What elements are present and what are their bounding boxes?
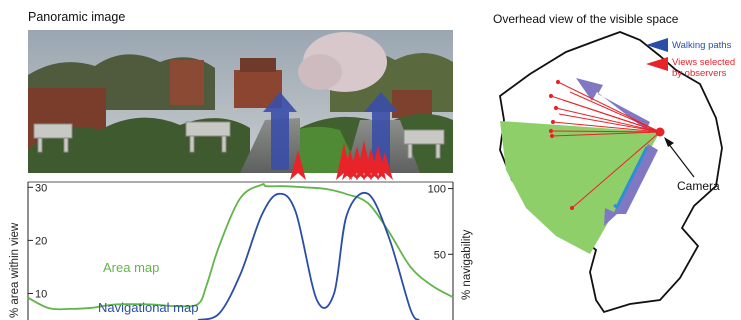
legend-views-label-line2: by observers [672, 68, 727, 79]
right-tick-label-50: 50 [434, 249, 446, 261]
legend-walking-paths-label: Walking paths [672, 40, 732, 51]
panorama-view-markers [290, 140, 393, 180]
walking-path-trace [613, 146, 649, 210]
overhead-legend: Walking paths Views selected by observer… [646, 38, 735, 79]
left-tick-label-20: 20 [35, 235, 47, 247]
camera-pointer [667, 142, 695, 178]
visible-area-fan [500, 121, 660, 254]
panorama-title: Panoramic image [28, 10, 126, 24]
legend-views-label-line1: Views selected [672, 57, 735, 68]
left-tick-label-30: 30 [35, 182, 47, 194]
left-axis-label: % area within view [9, 222, 21, 318]
camera-pointer-head [664, 137, 674, 147]
navigational-map-series-label: Navigational map [98, 300, 198, 315]
observer-view-lines [548, 79, 661, 211]
panorama-walking-path-arrows [263, 92, 398, 170]
overhead-title: Overhead view of the visible space [493, 12, 679, 26]
camera-label: Camera [677, 179, 720, 193]
left-tick-label-10: 10 [35, 288, 47, 300]
legend-walking-paths-symbol [646, 38, 668, 52]
legend-views-symbol [646, 57, 668, 71]
walking-path-arrow-up [576, 78, 650, 130]
line-chart: 10 20 30 50 100 % area within view % naviga… [9, 181, 473, 320]
camera-marker [655, 127, 665, 137]
area-map-line [27, 183, 454, 311]
navigational-map-line [197, 192, 420, 320]
overhead-view: Camera Walking paths Views selected by o… [499, 31, 735, 314]
right-tick-label-100: 100 [428, 184, 446, 196]
right-axis-label: % navigability [461, 229, 473, 300]
area-map-series-label: Area map [103, 260, 159, 275]
